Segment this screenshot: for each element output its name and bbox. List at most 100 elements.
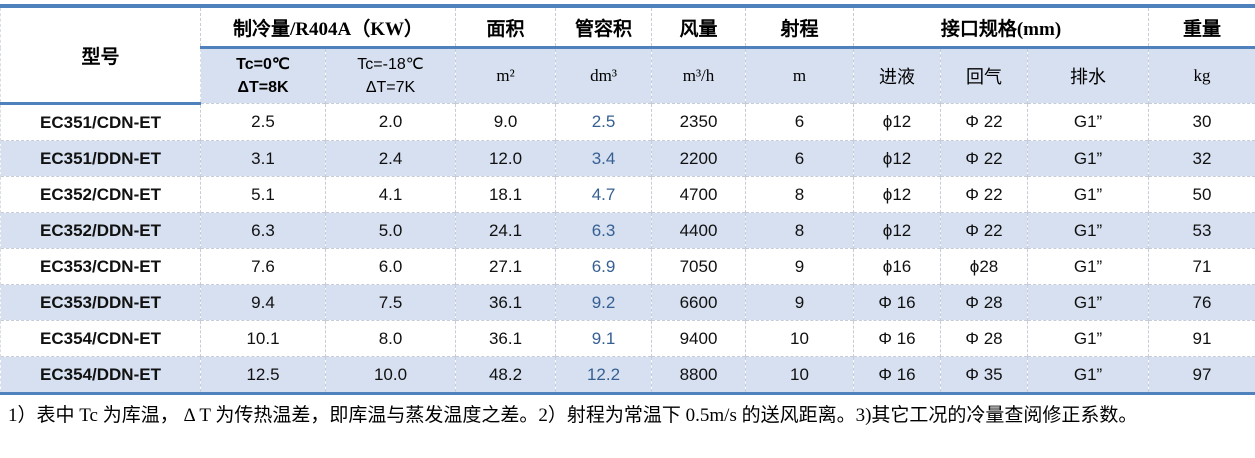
- area-cell: 9.0: [456, 104, 556, 141]
- unit-weight: kg: [1149, 48, 1255, 104]
- model-cell: EC354/CDN-ET: [1, 321, 201, 357]
- unit-tube-volume: dm³: [556, 48, 652, 104]
- throw-cell: 6: [746, 104, 854, 141]
- throw-cell: 8: [746, 177, 854, 213]
- throw-cell: 6: [746, 141, 854, 177]
- header-row-1: 型号 制冷量/R404A（KW） 面积 管容积 风量 射程 接口规格(mm) 重…: [1, 6, 1255, 48]
- liquid-in-cell: Φ 16: [854, 321, 941, 357]
- model-cell: EC351/DDN-ET: [1, 141, 201, 177]
- subheader-tc-18-line2: ΔT=7K: [326, 76, 455, 99]
- tube-volume-cell: 12.2: [556, 357, 652, 394]
- gas-return-cell: Φ 22: [941, 104, 1028, 141]
- area-cell: 48.2: [456, 357, 556, 394]
- throw-cell: 9: [746, 249, 854, 285]
- cooling-tc0-cell: 12.5: [201, 357, 326, 394]
- airflow-cell: 4400: [652, 213, 746, 249]
- col-header-area: 面积: [456, 6, 556, 48]
- area-cell: 12.0: [456, 141, 556, 177]
- cooling-tc-18-cell: 2.0: [326, 104, 456, 141]
- throw-cell: 10: [746, 321, 854, 357]
- model-cell: EC353/CDN-ET: [1, 249, 201, 285]
- tube-volume-cell: 2.5: [556, 104, 652, 141]
- weight-cell: 76: [1149, 285, 1255, 321]
- airflow-cell: 2350: [652, 104, 746, 141]
- weight-cell: 71: [1149, 249, 1255, 285]
- cooling-tc-18-cell: 7.5: [326, 285, 456, 321]
- throw-cell: 9: [746, 285, 854, 321]
- cooling-tc-18-cell: 4.1: [326, 177, 456, 213]
- cooling-tc0-cell: 5.1: [201, 177, 326, 213]
- cooling-tc-18-cell: 6.0: [326, 249, 456, 285]
- subheader-tc-18: Tc=-18℃ ΔT=7K: [326, 48, 456, 104]
- tube-volume-cell: 6.3: [556, 213, 652, 249]
- model-cell: EC353/DDN-ET: [1, 285, 201, 321]
- cooling-tc-18-cell: 5.0: [326, 213, 456, 249]
- cooling-tc0-cell: 2.5: [201, 104, 326, 141]
- cooling-tc-18-cell: 10.0: [326, 357, 456, 394]
- col-header-liquid-in: 进液: [854, 48, 941, 104]
- liquid-in-cell: ϕ12: [854, 141, 941, 177]
- col-header-gas-return: 回气: [941, 48, 1028, 104]
- airflow-cell: 7050: [652, 249, 746, 285]
- liquid-in-cell: ϕ16: [854, 249, 941, 285]
- model-cell: EC352/DDN-ET: [1, 213, 201, 249]
- spec-sheet-page: 型号 制冷量/R404A（KW） 面积 管容积 风量 射程 接口规格(mm) 重…: [0, 4, 1255, 458]
- airflow-cell: 8800: [652, 357, 746, 394]
- tube-volume-cell: 3.4: [556, 141, 652, 177]
- liquid-in-cell: ϕ12: [854, 104, 941, 141]
- col-header-throw: 射程: [746, 6, 854, 48]
- cooling-tc0-cell: 6.3: [201, 213, 326, 249]
- liquid-in-cell: Φ 16: [854, 285, 941, 321]
- unit-airflow: m³/h: [652, 48, 746, 104]
- model-cell: EC351/CDN-ET: [1, 104, 201, 141]
- drain-cell: G1”: [1028, 357, 1149, 394]
- weight-cell: 97: [1149, 357, 1255, 394]
- drain-cell: G1”: [1028, 321, 1149, 357]
- liquid-in-cell: ϕ12: [854, 213, 941, 249]
- weight-cell: 53: [1149, 213, 1255, 249]
- col-header-weight: 重量: [1149, 6, 1255, 48]
- cooling-tc-18-cell: 2.4: [326, 141, 456, 177]
- col-header-drain: 排水: [1028, 48, 1149, 104]
- weight-cell: 91: [1149, 321, 1255, 357]
- tube-volume-cell: 9.2: [556, 285, 652, 321]
- airflow-cell: 4700: [652, 177, 746, 213]
- throw-cell: 8: [746, 213, 854, 249]
- weight-cell: 50: [1149, 177, 1255, 213]
- gas-return-cell: Φ 22: [941, 141, 1028, 177]
- cooling-tc-18-cell: 8.0: [326, 321, 456, 357]
- tube-volume-cell: 4.7: [556, 177, 652, 213]
- spec-table: 型号 制冷量/R404A（KW） 面积 管容积 风量 射程 接口规格(mm) 重…: [0, 4, 1255, 395]
- tube-volume-cell: 9.1: [556, 321, 652, 357]
- subheader-tc0: Tc=0℃ ΔT=8K: [201, 48, 326, 104]
- liquid-in-cell: ϕ12: [854, 177, 941, 213]
- cooling-tc0-cell: 3.1: [201, 141, 326, 177]
- col-header-airflow: 风量: [652, 6, 746, 48]
- airflow-cell: 9400: [652, 321, 746, 357]
- airflow-cell: 6600: [652, 285, 746, 321]
- col-header-model: 型号: [1, 6, 201, 104]
- gas-return-cell: Φ 22: [941, 177, 1028, 213]
- subheader-tc0-line2: ΔT=8K: [201, 76, 325, 99]
- area-cell: 27.1: [456, 249, 556, 285]
- col-header-connections-group: 接口规格(mm): [854, 6, 1149, 48]
- drain-cell: G1”: [1028, 177, 1149, 213]
- liquid-in-cell: Φ 16: [854, 357, 941, 394]
- unit-throw: m: [746, 48, 854, 104]
- gas-return-cell: ϕ28: [941, 249, 1028, 285]
- area-cell: 36.1: [456, 285, 556, 321]
- weight-cell: 32: [1149, 141, 1255, 177]
- weight-cell: 30: [1149, 104, 1255, 141]
- gas-return-cell: Φ 22: [941, 213, 1028, 249]
- col-header-tube-volume: 管容积: [556, 6, 652, 48]
- tube-volume-cell: 6.9: [556, 249, 652, 285]
- drain-cell: G1”: [1028, 213, 1149, 249]
- subheader-tc-18-line1: Tc=-18℃: [326, 53, 455, 76]
